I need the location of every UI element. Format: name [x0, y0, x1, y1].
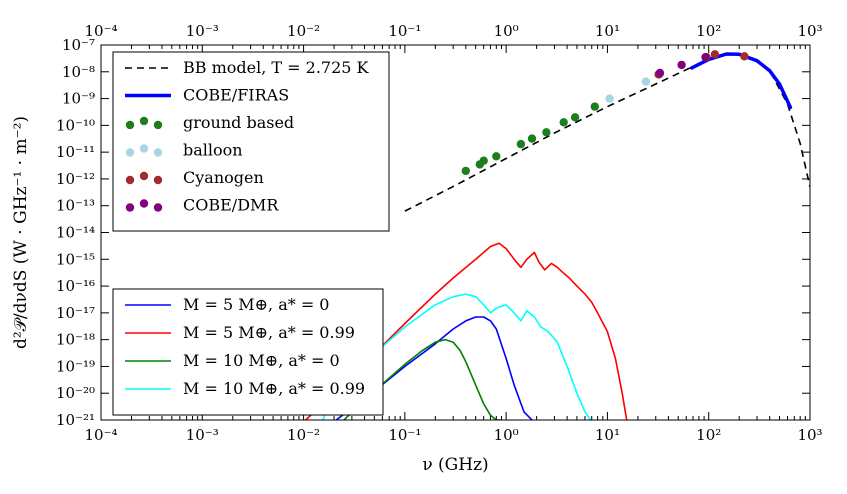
- y-tick-label: 10⁻¹⁶: [56, 277, 95, 295]
- legend-upper-marker: [125, 148, 135, 157]
- x-tick-label: 10⁻¹: [388, 426, 421, 444]
- data-point-cobe-dmr: [655, 68, 665, 78]
- legend-upper-marker: [139, 171, 149, 181]
- data-point-ground-based: [527, 134, 537, 143]
- y-tick-label: 10⁻¹⁰: [56, 116, 95, 134]
- spectrum-line-1: [305, 242, 628, 420]
- x-tick-label-top: 10⁻³: [186, 22, 219, 40]
- x-tick-label: 10⁻³: [186, 426, 219, 444]
- spectrum-line-2: [343, 338, 502, 420]
- y-tick-label: 10⁻¹⁵: [56, 250, 95, 268]
- legend-upper-label: COBE/FIRAS: [183, 86, 289, 105]
- y-tick-label: 10⁻²¹: [56, 411, 95, 429]
- legend-upper-marker: [153, 120, 163, 130]
- y-tick-label: 10⁻⁷: [62, 36, 95, 54]
- data-point-ground-based: [570, 113, 580, 122]
- legend-lower-label: M = 10 M⊕, a* = 0.99: [183, 379, 365, 398]
- data-point-ground-based: [516, 139, 526, 149]
- y-tick-label: 10⁻⁸: [62, 63, 95, 81]
- y-tick-labels: 10⁻²¹ 10⁻²⁰ 10⁻¹⁹ 10⁻¹⁸ 10⁻¹⁷ 10⁻¹⁶ 10⁻¹⁵ 10⁻¹⁴…: [56, 36, 95, 429]
- x-axis-label: ν (GHz): [422, 455, 488, 475]
- legend-upper-marker: [139, 116, 149, 126]
- y-tick-label: 10⁻¹⁴: [56, 224, 95, 242]
- legend-upper: BB model, T = 2.725 K COBE/FIRAS ground ba…: [112, 51, 390, 232]
- data-point-ground-based: [559, 118, 568, 127]
- x-tick-labels-top: 10⁻⁴ 10⁻³ 10⁻² 10⁻¹ 10⁰ 10¹ 10² 10³: [84, 22, 822, 40]
- y-axis-label: d²𝒫/dνdS (W · GHz⁻¹ · m⁻²): [11, 116, 31, 349]
- plot-area: [305, 50, 810, 420]
- legend-upper-label: balloon: [183, 141, 243, 160]
- spectrum-line-3: [322, 293, 592, 420]
- y-tick-label: 10⁻¹³: [56, 197, 95, 215]
- data-point-cobe-dmr: [701, 53, 710, 62]
- x-tick-label: 10⁻⁴: [84, 426, 117, 444]
- x-tick-label-top: 10⁻¹: [388, 22, 421, 40]
- legend-upper-marker: [153, 175, 163, 185]
- data-point-cobe-dmr: [677, 60, 686, 70]
- data-point-ground-based: [590, 102, 599, 111]
- legend-upper-marker: [125, 120, 135, 130]
- y-tick-label: 10⁻¹⁸: [56, 331, 95, 349]
- data-point-balloon: [641, 77, 651, 86]
- legend-upper-marker: [153, 148, 163, 157]
- data-point-ground-based: [461, 166, 470, 176]
- legend-upper-marker: [139, 144, 149, 153]
- x-tick-label: 10¹: [595, 426, 620, 444]
- legend-upper-marker: [125, 203, 135, 212]
- ticks: [100, 44, 811, 421]
- x-tick-label-top: 10¹: [595, 22, 620, 40]
- y-tick-label: 10⁻²⁰: [56, 384, 95, 402]
- x-tick-label: 10⁰: [494, 426, 519, 444]
- legend-upper-marker: [139, 199, 149, 208]
- x-tick-label-top: 10⁻²: [287, 22, 320, 40]
- legend-upper-label: BB model, T = 2.725 K: [183, 58, 370, 77]
- legend-upper-marker: [153, 203, 163, 212]
- legend-upper-label: Cyanogen: [183, 168, 264, 187]
- y-tick-label: 10⁻⁹: [62, 90, 95, 108]
- legend-lower-label: M = 10 M⊕, a* = 0: [183, 351, 340, 370]
- legend-upper-label: ground based: [183, 113, 294, 132]
- legend-lower-label: M = 5 M⊕, a* = 0.99: [183, 323, 355, 342]
- y-tick-label: 10⁻¹¹: [56, 143, 95, 161]
- data-point-balloon: [605, 94, 614, 103]
- legend-upper-label: COBE/DMR: [183, 196, 279, 215]
- x-tick-label: 10³: [797, 426, 822, 444]
- x-tick-label: 10²: [696, 426, 721, 444]
- legend-upper-box: [112, 51, 390, 232]
- x-tick-label-top: 10⁻⁴: [84, 22, 117, 40]
- data-point-cyanogen: [740, 52, 749, 61]
- legend-lower-box: [112, 288, 384, 416]
- data-point-ground-based: [492, 152, 501, 161]
- legend-upper-marker: [125, 175, 135, 185]
- y-tick-label: 10⁻¹²: [56, 170, 95, 188]
- data-point-ground-based: [542, 128, 551, 137]
- data-point-cyanogen: [710, 50, 720, 59]
- legend-lower: M = 5 M⊕, a* = 0 M = 5 M⊕, a* = 0.99 M = 1…: [112, 288, 384, 416]
- x-tick-label-top: 10²: [696, 22, 721, 40]
- y-tick-label: 10⁻¹⁷: [56, 304, 95, 322]
- x-tick-label-top: 10⁰: [494, 22, 519, 40]
- x-tick-label-top: 10³: [797, 22, 822, 40]
- data-point-ground-based: [479, 156, 488, 165]
- legend-lower-label: M = 5 M⊕, a* = 0: [183, 295, 329, 314]
- x-tick-labels-bottom: 10⁻⁴ 10⁻³ 10⁻² 10⁻¹ 10⁰ 10¹ 10² 10³: [84, 426, 822, 444]
- x-tick-label: 10⁻²: [287, 426, 320, 444]
- spectrum-line-0: [335, 316, 533, 420]
- y-tick-label: 10⁻¹⁹: [56, 357, 95, 375]
